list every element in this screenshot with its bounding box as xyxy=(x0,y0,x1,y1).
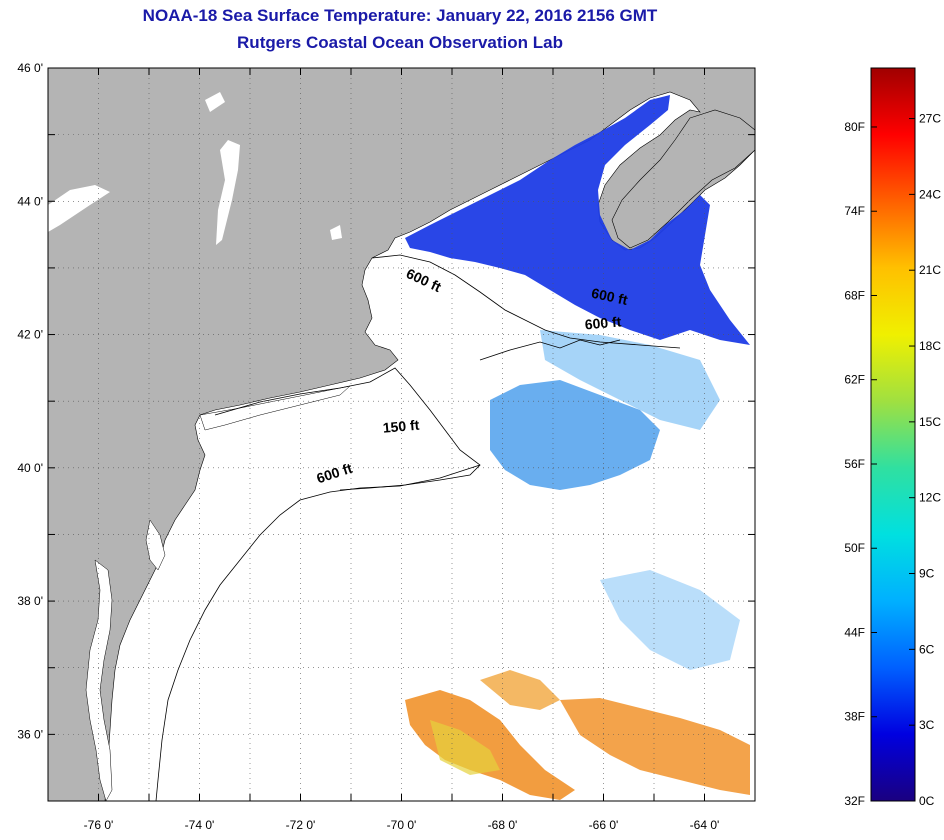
isobath-label: 600 ft xyxy=(590,285,629,308)
sst-gulf-stream-1 xyxy=(405,690,575,800)
lat-tick-label: 40 0' xyxy=(17,461,43,475)
map-title: NOAA-18 Sea Surface Temperature: January… xyxy=(142,6,658,25)
sst-gulf-of-maine xyxy=(405,95,750,345)
colorbar-label-c: 0C xyxy=(919,794,935,808)
axis-ticks: -76 0' -74 0' -72 0' -70 0' -68 0' -66 0' -64 … xyxy=(17,61,756,832)
colorbar-label-c: 3C xyxy=(919,718,935,732)
map-subtitle: Rutgers Coastal Ocean Observation Lab xyxy=(237,33,563,52)
colorbar-labels: 80F 74F 68F 62F 56F 50F 44F 38F 32F 27C 24C 21C 18C 1… xyxy=(844,112,941,808)
sst-shelf-edge xyxy=(490,380,660,490)
colorbar-label-f: 56F xyxy=(844,457,865,471)
sst-scatter-south xyxy=(600,570,740,670)
colorbar-label-f: 68F xyxy=(844,288,865,302)
lake-small-1 xyxy=(205,92,225,112)
colorbar-label-c: 18C xyxy=(919,339,941,353)
lon-tick-label: -74 0' xyxy=(185,818,215,832)
lat-tick-label: 36 0' xyxy=(17,727,43,741)
lon-tick-label: -64 0' xyxy=(690,818,720,832)
colorbar-label-c: 12C xyxy=(919,491,941,505)
colorbar-label-c: 9C xyxy=(919,567,935,581)
colorbar-label-f: 32F xyxy=(844,794,865,808)
colorbar-label-f: 50F xyxy=(844,541,865,555)
sst-gulf-stream-3 xyxy=(430,720,500,775)
colorbar-label-f: 44F xyxy=(844,625,865,639)
colorbar xyxy=(870,67,916,802)
long-island-sound xyxy=(199,385,351,431)
colorbar-label-f: 62F xyxy=(844,373,865,387)
colorbar-label-f: 74F xyxy=(844,204,865,218)
colorbar-label-c: 27C xyxy=(919,112,941,126)
colorbar-label-c: 24C xyxy=(919,187,941,201)
isobath-600ft-north xyxy=(371,254,681,349)
isobath-600ft-shelf xyxy=(155,464,481,801)
lon-tick-label: -70 0' xyxy=(387,818,417,832)
sst-shelf-scatter xyxy=(540,330,720,430)
colorbar-label-f: 80F xyxy=(844,120,865,134)
colorbar-label-c: 21C xyxy=(919,263,941,277)
lon-tick-label: -66 0' xyxy=(589,818,619,832)
lon-tick-label: -76 0' xyxy=(84,818,114,832)
lake-champlain xyxy=(216,140,240,245)
colorbar-label-f: 38F xyxy=(844,710,865,724)
lat-tick-label: 42 0' xyxy=(17,328,43,342)
isobath-label: 600 ft xyxy=(584,313,622,332)
chesapeake-bay xyxy=(85,559,113,801)
sst-gulf-stream-2 xyxy=(560,698,750,795)
lon-tick-label: -68 0' xyxy=(488,818,518,832)
lake-small-2 xyxy=(330,225,342,240)
colorbar-label-c: 15C xyxy=(919,415,941,429)
lake-ontario xyxy=(48,185,110,232)
lon-tick-label: -72 0' xyxy=(286,818,316,832)
land-nova-scotia xyxy=(611,109,755,249)
lat-tick-label: 46 0' xyxy=(17,61,43,75)
lat-tick-label: 44 0' xyxy=(17,194,43,208)
isobath-150ft xyxy=(214,367,481,491)
isobath-600ft-georges xyxy=(479,339,621,361)
delaware-bay xyxy=(145,519,166,571)
sst-warm-eddy xyxy=(480,670,560,710)
isobath-label: 150 ft xyxy=(382,417,420,436)
colorbar-label-c: 6C xyxy=(919,642,935,656)
lat-tick-label: 38 0' xyxy=(17,594,43,608)
